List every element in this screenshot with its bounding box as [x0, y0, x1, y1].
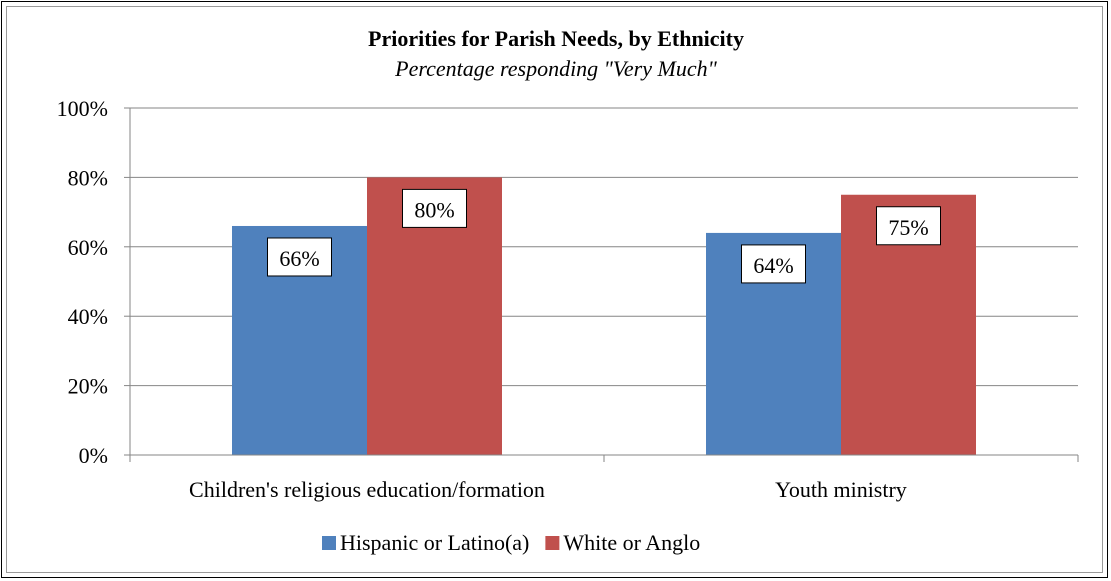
legend-swatch [545, 536, 560, 550]
x-tick-label: Youth ministry [775, 477, 907, 502]
chart-subtitle: Percentage responding "Very Much" [394, 56, 717, 81]
data-label: 80% [414, 197, 454, 222]
data-label: 66% [279, 246, 319, 271]
data-label: 64% [753, 253, 793, 278]
y-tick-label: 80% [68, 165, 108, 190]
y-tick-label: 20% [68, 374, 108, 399]
chart-frame-inner-border [6, 6, 1103, 573]
data-label-box [267, 237, 332, 277]
y-axis-ticks: 0% 20% 40% 60% 80% 100% [57, 96, 130, 468]
data-label: 75% [888, 215, 928, 240]
legend-label: White or Anglo [563, 530, 700, 555]
y-tick-label: 0% [79, 443, 108, 468]
y-tick-label: 40% [68, 304, 108, 329]
data-label-box [876, 206, 941, 246]
bars [232, 177, 976, 455]
data-label-box [402, 188, 467, 228]
legend-label: Hispanic or Latino(a) [340, 530, 529, 555]
y-tick-label: 60% [68, 235, 108, 260]
y-tick-label: 100% [57, 96, 108, 121]
data-labels: 66% 80% 64% 75% [267, 188, 941, 284]
data-label-box [741, 244, 806, 284]
x-tick-label: Children's religious education/formation [189, 477, 545, 502]
legend-swatch [322, 536, 336, 550]
chart-title: Priorities for Parish Needs, by Ethnicit… [368, 26, 744, 51]
x-axis-ticks: Children's religious education/formation… [129, 455, 1079, 502]
legend: Hispanic or Latino(a) White or Anglo [322, 530, 700, 555]
